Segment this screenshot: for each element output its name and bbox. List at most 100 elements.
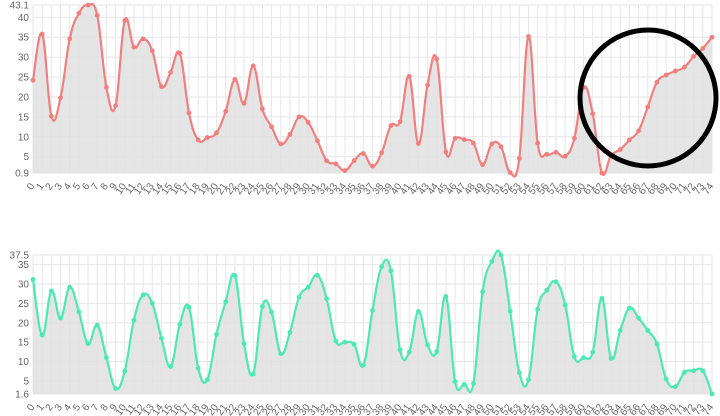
data-point[interactable]	[58, 95, 63, 101]
data-point[interactable]	[691, 368, 697, 374]
data-point[interactable]	[617, 328, 623, 333]
data-point[interactable]	[269, 309, 274, 315]
data-point[interactable]	[663, 376, 669, 382]
data-point[interactable]	[259, 304, 265, 309]
data-point[interactable]	[195, 137, 201, 143]
data-point[interactable]	[149, 300, 155, 306]
data-point[interactable]	[443, 294, 449, 299]
data-point[interactable]	[654, 79, 660, 85]
data-point[interactable]	[434, 349, 440, 354]
data-point[interactable]	[223, 299, 229, 305]
data-point[interactable]	[636, 128, 641, 134]
data-point[interactable]	[214, 331, 219, 337]
data-point[interactable]	[305, 284, 311, 290]
data-point[interactable]	[223, 108, 229, 114]
data-point[interactable]	[425, 342, 430, 348]
data-point[interactable]	[324, 296, 330, 302]
data-point[interactable]	[104, 355, 109, 361]
data-point[interactable]	[434, 56, 440, 62]
data-point[interactable]	[122, 18, 128, 23]
data-point[interactable]	[498, 144, 504, 150]
data-point[interactable]	[94, 322, 100, 328]
data-point[interactable]	[489, 259, 495, 264]
data-point[interactable]	[370, 163, 375, 169]
data-point[interactable]	[204, 377, 210, 383]
data-point[interactable]	[379, 150, 385, 156]
data-point[interactable]	[113, 386, 118, 391]
data-point[interactable]	[700, 45, 706, 51]
data-point[interactable]	[553, 149, 559, 155]
data-point[interactable]	[39, 31, 45, 37]
data-point[interactable]	[397, 347, 403, 353]
data-point[interactable]	[691, 53, 697, 59]
data-point[interactable]	[452, 135, 458, 141]
data-point[interactable]	[700, 368, 706, 374]
data-point[interactable]	[204, 135, 210, 140]
data-point[interactable]	[232, 77, 238, 82]
data-point[interactable]	[168, 69, 174, 75]
data-point[interactable]	[682, 369, 687, 375]
data-point[interactable]	[351, 342, 357, 347]
data-point[interactable]	[287, 131, 293, 137]
data-point[interactable]	[241, 341, 247, 347]
data-point[interactable]	[232, 273, 238, 278]
data-point[interactable]	[315, 272, 320, 278]
data-point[interactable]	[48, 288, 54, 294]
data-point[interactable]	[599, 295, 605, 301]
data-point[interactable]	[269, 124, 274, 130]
data-point[interactable]	[305, 120, 311, 125]
data-point[interactable]	[553, 279, 559, 285]
data-point[interactable]	[186, 304, 192, 310]
data-point[interactable]	[645, 104, 651, 110]
data-point[interactable]	[315, 138, 320, 144]
data-point[interactable]	[526, 34, 531, 39]
data-point[interactable]	[415, 141, 421, 146]
data-point[interactable]	[608, 355, 614, 361]
data-point[interactable]	[544, 287, 550, 293]
data-point[interactable]	[85, 341, 91, 347]
data-point[interactable]	[67, 284, 73, 290]
data-point[interactable]	[590, 111, 596, 117]
data-point[interactable]	[85, 2, 91, 8]
data-point[interactable]	[452, 379, 458, 385]
data-point[interactable]	[645, 328, 651, 333]
data-point[interactable]	[250, 371, 256, 377]
data-point[interactable]	[342, 339, 348, 345]
data-point[interactable]	[388, 123, 394, 129]
data-point[interactable]	[351, 158, 357, 164]
data-point[interactable]	[443, 149, 449, 155]
data-point[interactable]	[535, 306, 541, 312]
data-point[interactable]	[379, 264, 385, 270]
data-point[interactable]	[76, 309, 82, 315]
data-point[interactable]	[471, 381, 476, 386]
data-point[interactable]	[461, 381, 467, 387]
data-point[interactable]	[360, 362, 366, 368]
data-point[interactable]	[599, 170, 605, 176]
data-point[interactable]	[39, 332, 45, 338]
data-point[interactable]	[562, 153, 568, 159]
data-point[interactable]	[159, 84, 164, 90]
data-point[interactable]	[259, 106, 265, 112]
data-point[interactable]	[406, 349, 412, 355]
data-point[interactable]	[278, 141, 284, 147]
data-point[interactable]	[672, 68, 678, 74]
data-point[interactable]	[104, 85, 109, 90]
data-point[interactable]	[278, 351, 284, 357]
data-point[interactable]	[415, 309, 421, 314]
data-point[interactable]	[140, 36, 146, 42]
data-point[interactable]	[296, 294, 302, 300]
data-point[interactable]	[177, 50, 183, 56]
data-point[interactable]	[516, 370, 522, 376]
data-point[interactable]	[406, 73, 412, 79]
data-point[interactable]	[617, 147, 623, 152]
data-point[interactable]	[333, 161, 339, 167]
data-point[interactable]	[296, 114, 302, 120]
data-point[interactable]	[287, 330, 293, 335]
data-point[interactable]	[241, 100, 247, 106]
data-point[interactable]	[388, 268, 394, 274]
data-point[interactable]	[159, 335, 164, 341]
data-point[interactable]	[709, 391, 715, 397]
data-point[interactable]	[571, 354, 577, 360]
data-point[interactable]	[709, 34, 715, 40]
data-point[interactable]	[76, 10, 82, 16]
